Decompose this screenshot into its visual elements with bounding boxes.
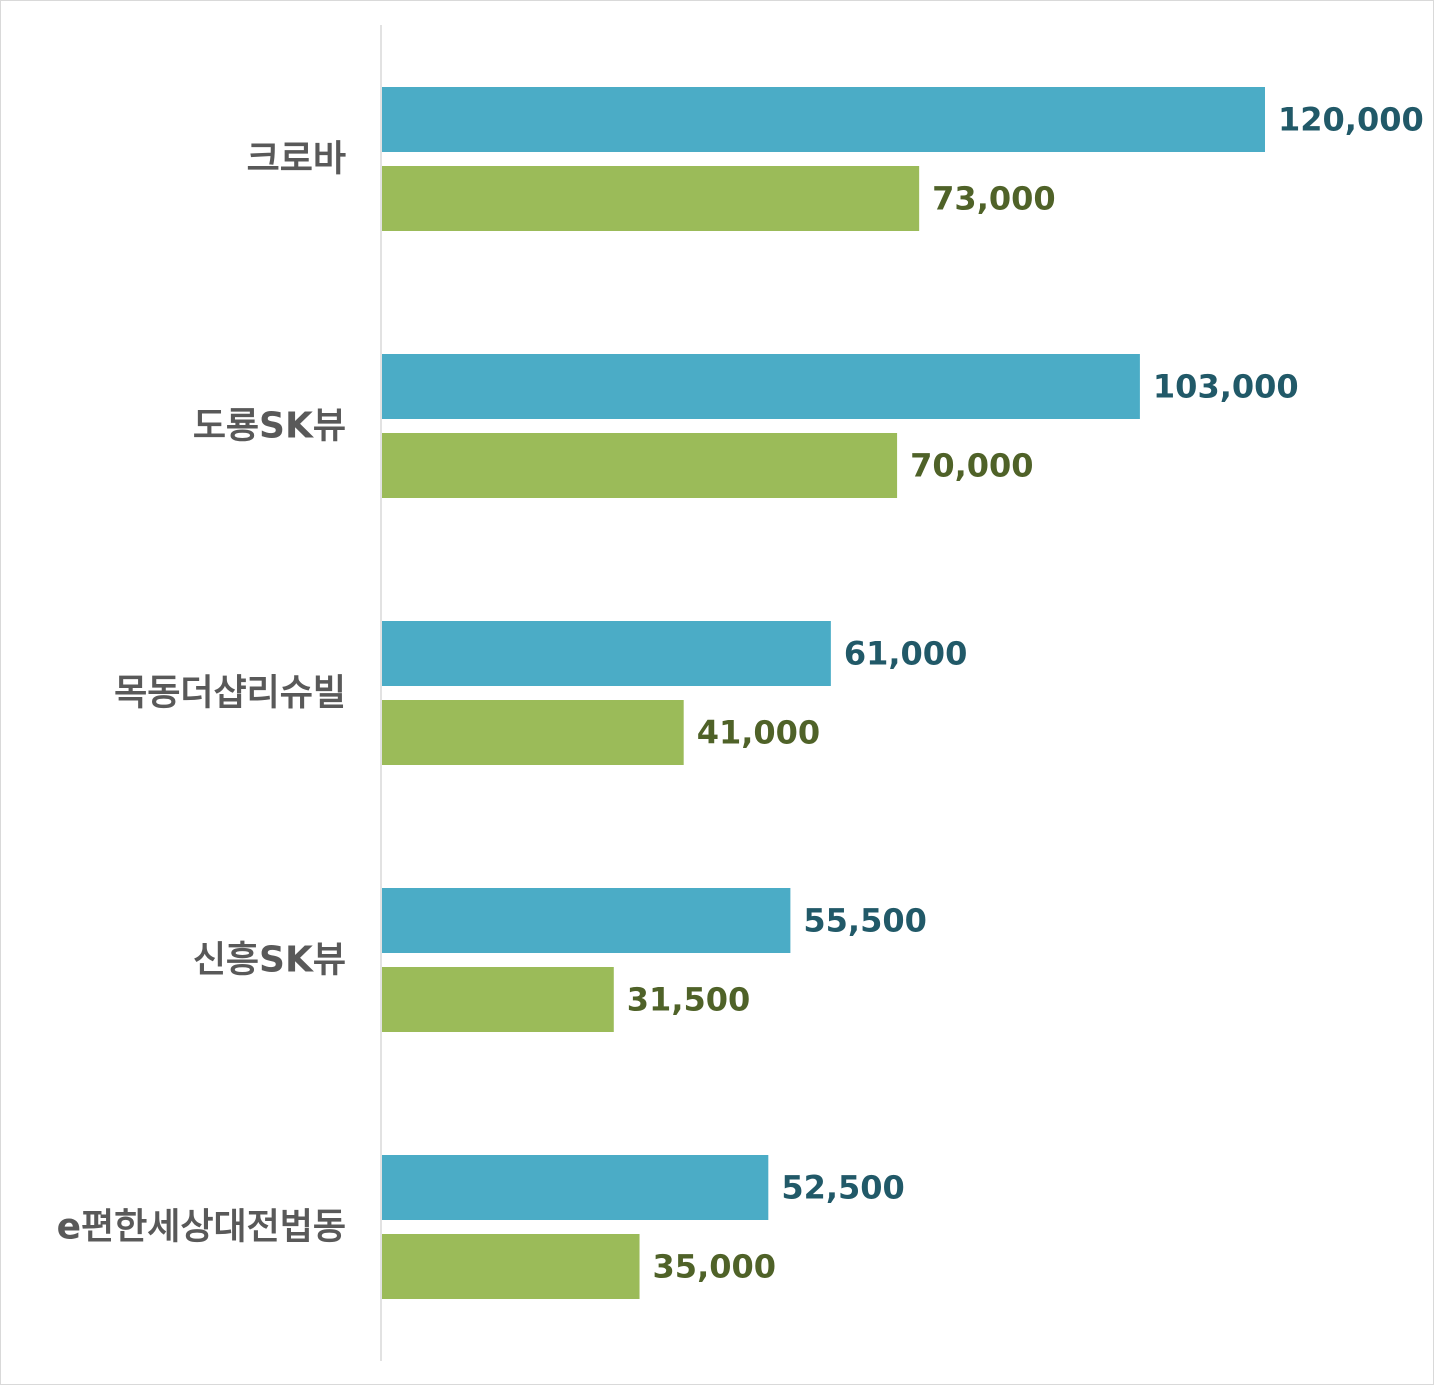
category-label-4: 신흥SK뷰 bbox=[193, 940, 346, 981]
category-label-5: e편한세상대전법동 bbox=[57, 1207, 346, 1248]
bar-series2-5 bbox=[382, 1234, 640, 1299]
data-label-series2-1: 73,000 bbox=[932, 180, 1055, 218]
bars-layer bbox=[382, 87, 1265, 1299]
category-label-1: 크로바 bbox=[247, 139, 346, 180]
data-label-series2-3: 41,000 bbox=[697, 714, 820, 752]
bar-series2-2 bbox=[382, 433, 898, 498]
category-label-3: 목동더샵리슈빌 bbox=[114, 673, 346, 714]
category-label-2: 도룡SK뷰 bbox=[193, 406, 346, 447]
bar-series2-3 bbox=[382, 700, 684, 765]
bar-series1-3 bbox=[382, 621, 831, 686]
bar-series2-1 bbox=[382, 166, 920, 231]
bar-series1-4 bbox=[382, 888, 791, 953]
data-label-series1-5: 52,500 bbox=[781, 1169, 904, 1207]
bar-series1-1 bbox=[382, 87, 1265, 152]
data-label-series2-4: 31,500 bbox=[627, 981, 750, 1019]
data-label-series1-3: 61,000 bbox=[844, 635, 967, 673]
bar-series2-4 bbox=[382, 967, 614, 1032]
data-label-series1-1: 120,000 bbox=[1278, 101, 1424, 139]
bar-series1-5 bbox=[382, 1155, 769, 1220]
data-label-series2-5: 35,000 bbox=[653, 1248, 776, 1286]
labels-layer: 120,000 73,000 크로바 103,000 70,000 도룡SK뷰 61,000… bbox=[57, 101, 1424, 1286]
bar-series1-2 bbox=[382, 354, 1140, 419]
data-label-series2-2: 70,000 bbox=[910, 447, 1033, 485]
data-label-series1-2: 103,000 bbox=[1153, 368, 1299, 406]
data-label-series1-4: 55,500 bbox=[803, 902, 926, 940]
